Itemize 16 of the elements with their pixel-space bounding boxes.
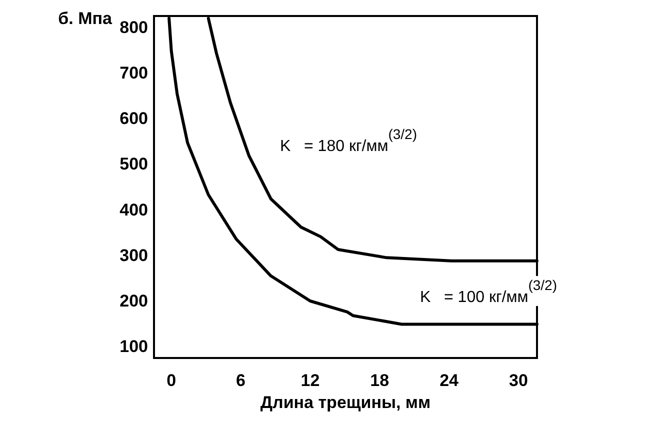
y-tick-label: 200 [120,292,148,310]
x-axis-title: Длина трещины, мм [260,393,431,412]
y-axis-title: б. Мпа [58,9,113,28]
y-tick-label: 600 [120,109,148,128]
y-tick-label: 800 [120,18,148,37]
y-tick-label: 500 [120,154,148,174]
x-tick-label: 30 [509,371,528,390]
x-tick-label: 18 [370,371,390,390]
x-tick-label: 0 [166,371,176,390]
x-tick-label: 24 [440,371,460,390]
y-tick-label: 700 [120,64,148,82]
x-tick-label: 6 [236,371,246,390]
y-tick-label: 400 [120,200,148,220]
y-tick-label: 300 [120,246,148,265]
y-tick-label: 100 [120,337,148,356]
x-tick-label: 12 [300,371,320,390]
